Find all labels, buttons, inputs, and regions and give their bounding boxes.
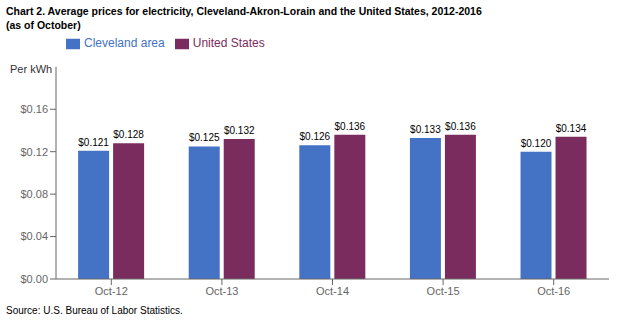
svg-text:$0.121: $0.121 xyxy=(78,137,109,148)
svg-text:$0.12: $0.12 xyxy=(20,146,48,158)
svg-text:$0.120: $0.120 xyxy=(521,138,552,149)
svg-text:$0.136: $0.136 xyxy=(445,121,476,132)
html-text:(as of October): (as of October) xyxy=(6,19,81,31)
html-text:Chart 2. Average prices for el: Chart 2. Average prices for electricity,… xyxy=(6,5,482,17)
svg-text:Oct-13: Oct-13 xyxy=(205,285,238,297)
svg-text:$0.132: $0.132 xyxy=(224,125,255,136)
svg-text:$0.16: $0.16 xyxy=(20,103,48,115)
svg-text:Oct-14: Oct-14 xyxy=(316,285,349,297)
html-text:Cleveland area: Cleveland area xyxy=(84,36,165,50)
html-text:United States: United States xyxy=(192,36,265,50)
svg-text:$0.133: $0.133 xyxy=(410,124,441,135)
svg-text:$0.128: $0.128 xyxy=(113,129,144,140)
svg-text:$0.125: $0.125 xyxy=(189,132,220,143)
svg-text:$0.136: $0.136 xyxy=(335,121,366,132)
svg-text:Oct-15: Oct-15 xyxy=(427,285,460,297)
svg-text:$0.04: $0.04 xyxy=(20,230,48,242)
svg-text:$0.08: $0.08 xyxy=(20,188,48,200)
svg-text:$0.00: $0.00 xyxy=(20,273,48,285)
html-text:Source: U.S. Bureau of Labor S: Source: U.S. Bureau of Labor Statistics. xyxy=(6,305,183,316)
svg-text:Oct-12: Oct-12 xyxy=(95,285,128,297)
svg-text:$0.126: $0.126 xyxy=(300,131,331,142)
svg-text:Oct-16: Oct-16 xyxy=(537,285,570,297)
svg-text:Per kWh: Per kWh xyxy=(10,63,52,75)
svg-text:$0.134: $0.134 xyxy=(556,123,587,134)
